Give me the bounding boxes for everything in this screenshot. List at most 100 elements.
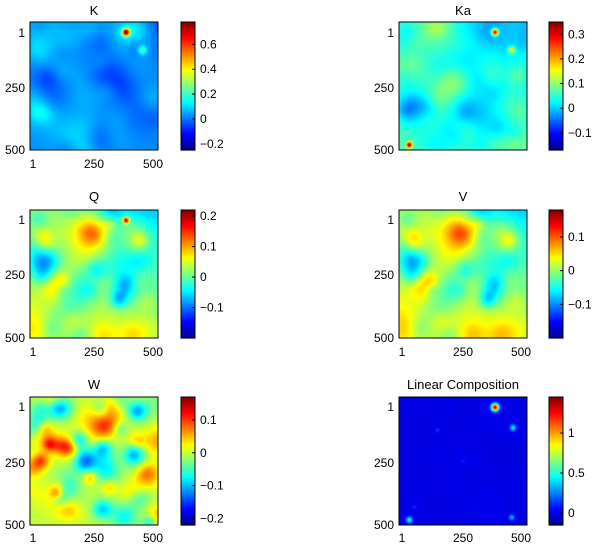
- colorbar-band: [549, 300, 563, 303]
- colorbar-band: [549, 431, 563, 434]
- y-tick-label: 1: [387, 26, 394, 40]
- colorbar-band: [181, 228, 195, 231]
- colorbar-band: [549, 453, 563, 456]
- colorbar-band: [181, 44, 195, 47]
- x-tick-label: 500: [143, 157, 163, 171]
- y-tick-label: 500: [374, 518, 394, 532]
- colorbar-band: [549, 294, 563, 297]
- colorbar-band: [181, 435, 195, 438]
- colorbar-tick-label: −0.1: [568, 126, 592, 140]
- colorbar-band: [181, 519, 195, 522]
- colorbar-band: [181, 146, 195, 149]
- colorbar-band: [549, 242, 563, 245]
- colorbar-band: [549, 505, 563, 508]
- colorbar-band: [549, 74, 563, 77]
- colorbar-band: [549, 401, 563, 404]
- panel-w: W 1 250 500 1 250 500 −0.2 −0.1 0 0.1: [5, 377, 224, 545]
- colorbar-band: [181, 48, 195, 51]
- colorbar-tick-label: 0: [568, 506, 575, 520]
- colorbar-band: [181, 481, 195, 484]
- heatmap-image: [30, 22, 158, 150]
- colorbar-band: [549, 332, 563, 335]
- colorbar-tick-label: 0.2: [200, 87, 217, 101]
- colorbar-band: [181, 70, 195, 73]
- colorbar-band: [181, 212, 195, 215]
- colorbar-band: [181, 328, 195, 331]
- colorbar-band: [549, 138, 563, 141]
- colorbar-frame: [180, 21, 196, 151]
- colorbar-band: [181, 485, 195, 488]
- colorbar-band: [181, 469, 195, 472]
- colorbar-band: [181, 264, 195, 267]
- colorbar-band: [181, 268, 195, 271]
- colorbar-band: [549, 286, 563, 289]
- colorbar-band: [181, 405, 195, 408]
- y-tick-label: 1: [18, 26, 25, 40]
- colorbar-band: [549, 246, 563, 249]
- colorbar-band: [181, 22, 195, 25]
- colorbar-band: [549, 124, 563, 127]
- y-tick-label: 500: [374, 331, 394, 345]
- colorbar-band: [549, 461, 563, 464]
- colorbar-band: [549, 244, 563, 247]
- colorbar-band: [181, 30, 195, 33]
- colorbar-band: [549, 457, 563, 460]
- colorbar-band: [549, 479, 563, 482]
- colorbar-band: [549, 497, 563, 500]
- colorbar-tick-label: 0.2: [568, 52, 585, 66]
- colorbar-band: [549, 254, 563, 257]
- colorbar-band: [549, 513, 563, 516]
- panel-title: Ka: [455, 3, 472, 18]
- colorbar-band: [549, 501, 563, 504]
- colorbar-band: [181, 322, 195, 325]
- colorbar-band: [181, 236, 195, 239]
- colorbar-band: [181, 493, 195, 496]
- colorbar-tick-label: 0.1: [200, 240, 217, 254]
- colorbar-band: [181, 515, 195, 518]
- colorbar-band: [549, 42, 563, 45]
- colorbar-band: [549, 318, 563, 321]
- heatmap-image: [399, 210, 527, 338]
- colorbar-band: [549, 433, 563, 436]
- colorbar-band: [181, 244, 195, 247]
- colorbar-band: [549, 142, 563, 145]
- colorbar-band: [549, 136, 563, 139]
- y-tick-label: 250: [374, 268, 394, 282]
- colorbar-band: [181, 252, 195, 255]
- colorbar-band: [549, 515, 563, 518]
- colorbar-band: [181, 463, 195, 466]
- colorbar-band: [549, 268, 563, 271]
- colorbar-band: [549, 228, 563, 231]
- colorbar-band: [181, 306, 195, 309]
- colorbar-band: [181, 92, 195, 95]
- colorbar-band: [549, 276, 563, 279]
- colorbar-band: [549, 447, 563, 450]
- axes-frame: [29, 21, 159, 151]
- colorbar-band: [181, 413, 195, 416]
- colorbar-band: [181, 78, 195, 81]
- colorbar-band: [549, 467, 563, 470]
- colorbar-band: [181, 274, 195, 277]
- colorbar-band: [181, 288, 195, 291]
- colorbar-band: [549, 130, 563, 133]
- colorbar-band: [181, 36, 195, 39]
- colorbar-tick-label: 0.3: [568, 27, 585, 41]
- colorbar-band: [549, 463, 563, 466]
- colorbar-band: [549, 495, 563, 498]
- colorbar-band: [549, 328, 563, 331]
- colorbar-band: [549, 32, 563, 35]
- colorbar-tick-label: 0.4: [200, 62, 217, 76]
- colorbar-band: [549, 38, 563, 41]
- colorbar-band: [181, 330, 195, 333]
- colorbar-band: [549, 114, 563, 117]
- x-tick-label: 250: [84, 157, 104, 171]
- colorbar-band: [549, 222, 563, 225]
- colorbar-band: [549, 298, 563, 301]
- colorbar-band: [549, 509, 563, 512]
- colorbar-band: [181, 407, 195, 410]
- colorbar-band: [181, 397, 195, 400]
- colorbar-tick-label: −0.1: [200, 301, 224, 315]
- colorbar-band: [549, 415, 563, 418]
- y-tick-label: 250: [374, 81, 394, 95]
- x-tick-label: 1: [399, 531, 406, 545]
